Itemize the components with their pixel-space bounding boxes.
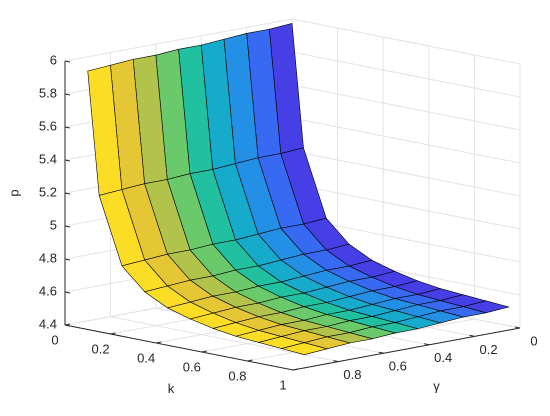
y-tick-label: 0.8 — [343, 367, 361, 382]
grid-line — [291, 84, 521, 131]
tick-mark — [64, 126, 71, 129]
grid-line — [291, 183, 521, 230]
tick-mark — [424, 343, 430, 346]
z-tick-label: 4.6 — [39, 283, 57, 298]
tick-mark — [64, 192, 71, 195]
y-tick-label: 0.2 — [480, 342, 498, 357]
z-tick-label: 4.8 — [39, 250, 57, 265]
y-axis-label: γ — [433, 378, 440, 393]
tick-mark — [156, 341, 162, 344]
tick-mark — [64, 323, 71, 326]
surface-patch — [280, 342, 329, 356]
tick-mark — [64, 159, 71, 162]
tick-mark — [378, 351, 384, 354]
x-axis-label: k — [168, 381, 175, 396]
x-tick-label: 0.8 — [228, 368, 246, 383]
tick-mark — [64, 258, 71, 261]
x-tick-label: 0.4 — [137, 350, 155, 365]
y-tick-label: 0.6 — [389, 359, 407, 374]
x-tick-label: 0.6 — [183, 359, 201, 374]
z-tick-label: 5 — [50, 217, 57, 232]
axis-line — [64, 324, 294, 371]
z-tick-label: 6 — [50, 52, 57, 67]
tick-mark — [64, 291, 71, 294]
grid-line — [291, 150, 521, 197]
tick-mark — [64, 225, 71, 228]
tick-mark — [64, 93, 71, 96]
z-axis-label: p — [6, 189, 21, 196]
z-tick-label: 5.2 — [39, 184, 57, 199]
x-tick-label: 0.2 — [92, 341, 110, 356]
tick-mark — [201, 350, 207, 353]
x-tick-label: 1 — [279, 377, 286, 392]
grid-line — [291, 51, 521, 98]
tick-mark — [247, 359, 253, 362]
tick-mark — [469, 334, 475, 337]
axis-line — [292, 327, 521, 371]
z-tick-label: 5.8 — [39, 85, 57, 100]
tick-mark — [514, 326, 521, 329]
tick-mark — [64, 60, 71, 63]
tick-mark — [292, 368, 299, 371]
grid-line — [291, 117, 521, 164]
y-tick-label: 0 — [530, 333, 537, 348]
z-tick-label: 5.6 — [39, 118, 57, 133]
grid-line — [64, 18, 293, 62]
grid-line — [110, 316, 339, 363]
y-tick-label: 0.4 — [434, 350, 452, 365]
tick-mark — [333, 360, 339, 363]
z-tick-label: 5.4 — [39, 151, 57, 166]
x-tick-label: 0 — [51, 332, 58, 347]
tick-mark — [110, 332, 116, 335]
grid-line — [291, 18, 521, 65]
z-tick-label: 4.4 — [39, 316, 57, 331]
